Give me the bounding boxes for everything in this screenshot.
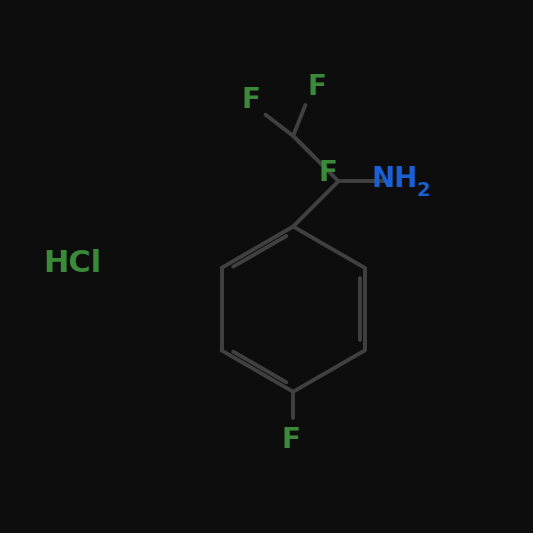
Text: F: F	[308, 73, 327, 101]
Text: F: F	[241, 86, 260, 114]
Text: F: F	[281, 426, 300, 454]
Text: HCl: HCl	[43, 249, 101, 278]
Text: NH: NH	[372, 165, 417, 192]
Text: 2: 2	[417, 181, 431, 200]
Text: F: F	[318, 159, 337, 187]
